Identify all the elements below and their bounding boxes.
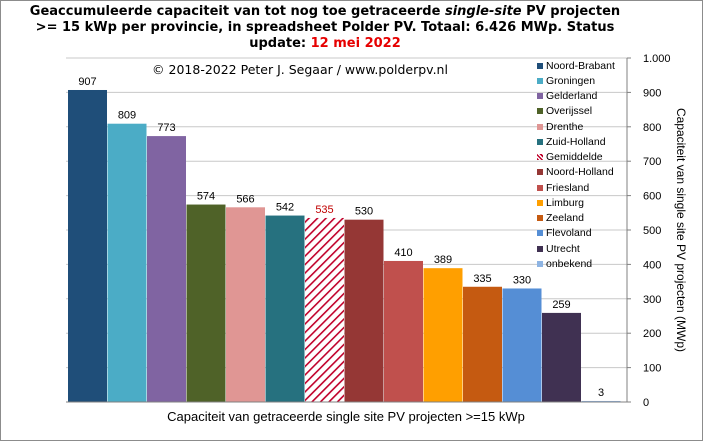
bar-gemiddelde [305, 217, 344, 402]
data-label: 566 [236, 193, 254, 205]
legend-item: Friesland [537, 180, 637, 195]
legend-swatch [537, 245, 543, 252]
legend-swatch [537, 108, 543, 115]
data-labels: 907 809 773 574 566 542 535 530 410 389 335 330 259 3 [78, 76, 604, 399]
legend-item: Overijssel [537, 104, 637, 119]
title-part2: PV projecten >= 15 kWp per provincie, in… [35, 4, 621, 51]
y-tick-label: 1.000 [643, 53, 671, 65]
bar-noord-brabant [68, 89, 107, 402]
legend: Noord-Brabant Groningen Gelderland Overijss… [537, 58, 637, 272]
legend-label: Flevoland [546, 227, 592, 240]
bar-gelderland [147, 136, 186, 402]
legend-label: Overijssel [546, 105, 593, 118]
legend-label: Utrecht [546, 242, 580, 255]
bars [68, 89, 621, 402]
legend-label: Gelderland [546, 90, 598, 103]
legend-label: Zuid-Holland [546, 135, 606, 148]
legend-swatch [537, 123, 543, 130]
legend-swatch [537, 184, 543, 191]
legend-label: Drenthe [546, 120, 584, 133]
legend-label: onbekend [546, 257, 593, 270]
data-label: 907 [78, 76, 96, 88]
legend-label: Limburg [546, 196, 584, 209]
legend-item: Zeeland [537, 211, 637, 226]
data-label: 330 [513, 274, 531, 286]
y-axis-ticks: 0 100 200 300 400 500 600 700 800 900 1.000 [66, 53, 671, 409]
legend-swatch [537, 93, 543, 100]
chart-title: Geaccumuleerde capaciteit van tot nog to… [20, 4, 630, 52]
data-label: 3 [598, 387, 604, 399]
data-label: 574 [197, 191, 215, 203]
data-label: 542 [276, 202, 294, 214]
legend-label: Groningen [546, 74, 596, 87]
legend-item: Noord-Brabant [537, 58, 637, 73]
legend-swatch [537, 199, 543, 206]
y-tick-label: 0 [643, 397, 649, 409]
data-label: 410 [394, 247, 412, 259]
legend-swatch [537, 215, 543, 222]
y-tick-label: 400 [643, 259, 661, 271]
legend-item: onbekend [537, 256, 637, 271]
legend-item: Drenthe [537, 119, 637, 134]
legend-item: Limburg [537, 195, 637, 210]
y-tick-label: 100 [643, 363, 661, 375]
y-axis-label: Capaciteit van single site PV projecten … [674, 107, 688, 353]
bar-utrecht [542, 312, 581, 402]
legend-item: Noord-Holland [537, 165, 637, 180]
x-axis-label: Capaciteit van getraceerde single site P… [167, 409, 525, 424]
legend-label: Noord-Holland [546, 166, 614, 179]
data-label: 389 [434, 254, 452, 266]
bar-zuid-holland [265, 215, 305, 402]
data-label: 530 [355, 206, 373, 218]
legend-label: Zeeland [546, 212, 584, 225]
legend-swatch [537, 260, 543, 267]
title-italic: single-site [444, 4, 522, 19]
data-label: 773 [157, 122, 175, 134]
y-tick-label: 300 [643, 294, 661, 306]
bar-noord-holland [344, 219, 384, 402]
bar-groningen [107, 123, 147, 402]
bar-friesland [384, 260, 423, 402]
data-label: 809 [118, 110, 136, 122]
legend-swatch [537, 77, 543, 84]
data-label: 259 [552, 299, 570, 311]
legend-swatch [537, 62, 543, 69]
title-part1: Geaccumuleerde capaciteit van tot nog to… [29, 4, 445, 19]
legend-item: Zuid-Holland [537, 134, 637, 149]
legend-item: Flevoland [537, 226, 637, 241]
legend-item: Utrecht [537, 241, 637, 256]
copyright-text: © 2018-2022 Peter J. Segaar / www.polder… [152, 62, 448, 77]
data-label: 335 [473, 273, 491, 285]
bar-overijssel [186, 204, 226, 402]
y-tick-label: 900 [643, 87, 661, 99]
legend-swatch [537, 230, 543, 237]
legend-item: Gemiddelde [537, 150, 637, 165]
legend-swatch [537, 154, 543, 161]
y-tick-label: 800 [643, 122, 661, 134]
legend-label: Noord-Brabant [546, 59, 615, 72]
data-label: 535 [315, 204, 333, 216]
legend-label: Gemiddelde [546, 151, 603, 164]
bar-drenthe [226, 207, 265, 402]
bar-limburg [423, 268, 463, 402]
y-tick-label: 500 [643, 225, 661, 237]
title-date: 12 mei 2022 [310, 36, 401, 51]
legend-item: Groningen [537, 73, 637, 88]
legend-swatch [537, 169, 543, 176]
bar-flevoland [502, 288, 542, 402]
legend-item: Gelderland [537, 89, 637, 104]
bar-zeeland [463, 286, 502, 402]
legend-swatch [537, 138, 543, 145]
legend-label: Friesland [546, 181, 590, 194]
y-tick-label: 600 [643, 191, 661, 203]
bar-onbekend [581, 400, 621, 402]
y-tick-label: 700 [643, 156, 661, 168]
y-tick-label: 200 [643, 328, 661, 340]
